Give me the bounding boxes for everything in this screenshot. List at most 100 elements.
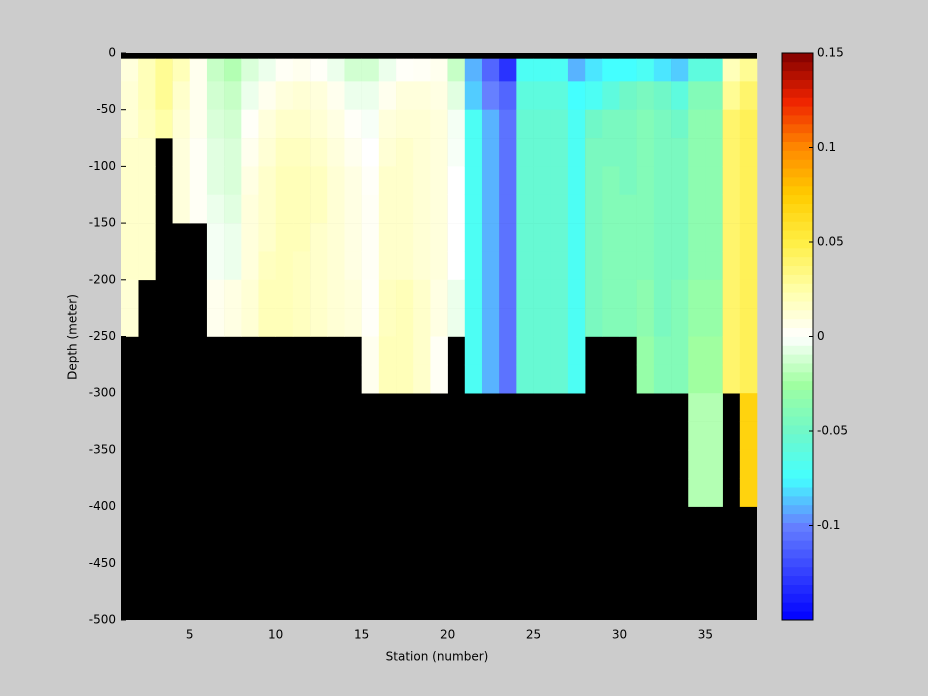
- cell: [310, 58, 328, 82]
- cell: [722, 223, 741, 252]
- cell: [516, 364, 534, 394]
- cell: [688, 393, 706, 422]
- cell: [361, 166, 380, 196]
- colorbar-step: [782, 115, 813, 125]
- cell: [396, 336, 414, 366]
- cell: [550, 251, 569, 281]
- cell: [653, 166, 672, 196]
- cell: [292, 251, 311, 281]
- cell: [121, 194, 139, 224]
- cell: [653, 251, 672, 281]
- cell: [447, 308, 466, 337]
- cell: [481, 109, 500, 139]
- colorbar-step: [782, 336, 813, 346]
- colorbar-step: [782, 141, 813, 151]
- cell: [447, 109, 466, 139]
- cell: [447, 138, 466, 167]
- colorbar-step: [782, 150, 813, 160]
- cell: [602, 251, 620, 281]
- cell: [378, 223, 397, 252]
- cell: [172, 81, 191, 110]
- cell: [619, 109, 637, 139]
- colorbar-step: [782, 185, 813, 196]
- cell: [344, 223, 362, 252]
- cell: [189, 58, 208, 82]
- cell: [516, 138, 534, 167]
- cell: [292, 308, 311, 337]
- colorbar-step: [782, 593, 813, 603]
- cell: [567, 279, 586, 309]
- cell: [705, 336, 723, 366]
- cell: [516, 308, 534, 337]
- cell: [567, 251, 586, 281]
- cell: [138, 58, 156, 82]
- cell: [653, 336, 672, 366]
- cell: [567, 81, 586, 110]
- colorbar-step: [782, 292, 813, 302]
- colorbar-step: [782, 203, 813, 213]
- cell: [292, 223, 311, 252]
- colorbar-step: [782, 177, 813, 187]
- cell: [344, 109, 362, 139]
- cell: [413, 81, 431, 110]
- cell: [688, 251, 706, 281]
- cell: [653, 223, 672, 252]
- cell: [275, 81, 294, 110]
- cell: [567, 138, 586, 167]
- cell: [516, 279, 534, 309]
- colorbar-step: [782, 531, 813, 541]
- colorbar-step: [782, 611, 813, 621]
- cell: [121, 251, 139, 281]
- cell: [189, 194, 208, 224]
- cell: [155, 109, 173, 139]
- cell: [585, 109, 603, 139]
- cell: [464, 364, 483, 394]
- cell: [619, 251, 637, 281]
- cell: [499, 58, 517, 82]
- cell: [739, 421, 758, 451]
- colorbar-step: [782, 469, 813, 479]
- cell: [688, 308, 706, 337]
- cell: [636, 166, 655, 196]
- cell: [241, 109, 259, 139]
- cell: [378, 336, 397, 366]
- cell: [327, 279, 345, 309]
- cell: [671, 81, 689, 110]
- cell: [516, 58, 534, 82]
- cell: [705, 81, 723, 110]
- colorbar-tick-label: -0.1: [817, 518, 840, 532]
- cell: [567, 109, 586, 139]
- cell: [378, 109, 397, 139]
- cell: [241, 308, 259, 337]
- colorbar-step: [782, 168, 813, 178]
- cell: [447, 251, 466, 281]
- cell: [464, 109, 483, 139]
- cell: [481, 308, 500, 337]
- cell: [430, 251, 448, 281]
- cell: [671, 109, 689, 139]
- cell: [241, 279, 259, 309]
- cell: [396, 58, 414, 82]
- cell: [585, 138, 603, 167]
- cell: [138, 138, 156, 167]
- cell: [121, 223, 139, 252]
- cell: [671, 279, 689, 309]
- y-tick-label: -50: [96, 102, 116, 116]
- cell: [310, 138, 328, 167]
- cell: [705, 279, 723, 309]
- cell: [155, 81, 173, 110]
- cell: [121, 308, 139, 337]
- cell: [739, 251, 758, 281]
- cell: [550, 194, 569, 224]
- cell: [396, 223, 414, 252]
- cell: [499, 223, 517, 252]
- cell: [653, 308, 672, 337]
- cell: [378, 308, 397, 337]
- cell: [258, 194, 277, 224]
- cell: [327, 194, 345, 224]
- cell: [361, 81, 380, 110]
- cell: [241, 138, 259, 167]
- cell: [206, 166, 225, 196]
- cell: [499, 308, 517, 337]
- cell: [653, 279, 672, 309]
